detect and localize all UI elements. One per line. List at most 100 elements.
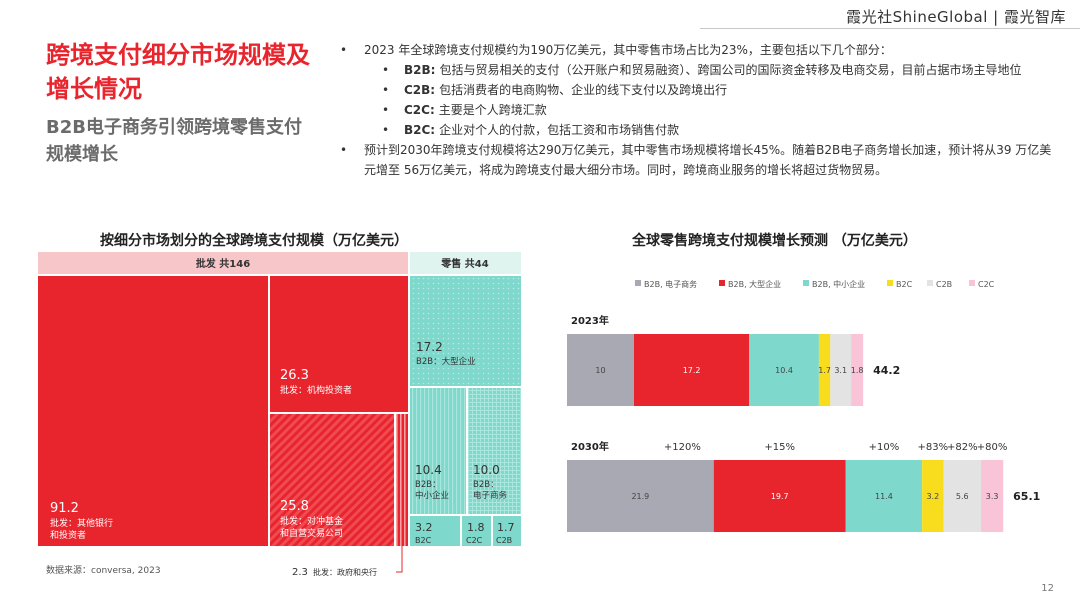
cell-label-line: B2B： (415, 480, 441, 490)
wholesale-header (38, 252, 408, 274)
bar-value-label: 3.2 (926, 492, 939, 501)
bar-value-label: 10 (595, 366, 605, 375)
bar-value-label: 17.2 (683, 366, 701, 375)
cell-b2c (410, 516, 460, 546)
chart-legend: B2B, 电子商务 B2B, 大型企业 B2B, 中小企业 B2C C2B C2C (635, 279, 995, 289)
bar-segment (634, 334, 750, 406)
cell-c2b (493, 516, 521, 546)
legend-swatch (969, 280, 975, 286)
sub-bullet-text: 企业对个人的付款，包括工资和市场销售付款 (439, 123, 680, 137)
callout-value: 2.3 (292, 567, 308, 578)
bar-segment (943, 460, 982, 532)
sub-bullet-c2b: C2B:包括消费者的电商购物、企业的线下支付以及跨境出行 (338, 80, 1060, 100)
cell-hedge-funds (270, 414, 394, 546)
legend-label: B2B, 大型企业 (728, 279, 781, 289)
treemap-title: 按细分市场划分的全球跨境支付规模（万亿美元） (100, 233, 408, 249)
chart-bars: 2023年 10 17.2 10.4 1.7 3.1 1.8 44.2 2030年 21.9 +12… (567, 314, 1040, 532)
cell-label-line: 和投资者 (50, 529, 86, 541)
cell-value: 26.3 (280, 368, 309, 383)
cell-institutional (270, 276, 408, 412)
sub-bullet-key: C2B: (404, 83, 436, 97)
category-label: 2023年 (571, 314, 609, 327)
sub-bullet-b2b: B2B:包括与贸易相关的支付（公开账户和贸易融资）、跨国公司的国际资金转移及电商… (338, 60, 1060, 80)
cell-b2b-ecom (468, 388, 521, 514)
page-number: 12 (1041, 583, 1054, 594)
sub-bullet-c2c: C2C:主要是个人跨境汇款 (338, 100, 1060, 120)
sub-bullet-b2c: B2C:企业对个人的付款，包括工资和市场销售付款 (338, 120, 1060, 140)
bar-total-label: 65.1 (1013, 490, 1040, 503)
bar-segment (845, 460, 923, 532)
wholesale-header-label: 批发 共146 (196, 257, 250, 270)
growth-label: +83% (918, 442, 949, 453)
legend-label: C2B (936, 280, 952, 289)
cell-value: 10.0 (473, 463, 500, 477)
cell-label-line: 电子商务 (473, 490, 508, 501)
bar-segment (818, 334, 831, 406)
growth-label: +120% (664, 442, 701, 453)
legend-swatch (635, 280, 641, 286)
cell-label-line: B2B： (473, 480, 499, 490)
cell-value: 17.2 (416, 340, 443, 354)
bar-total-label: 44.2 (873, 364, 900, 377)
cell-b2b-large (410, 276, 521, 386)
cell-label-line: 和自营交易公司 (280, 527, 343, 539)
cell-label-line: 批发：其他银行 (50, 517, 113, 529)
data-source: 数据来源：conversa, 2023 (46, 566, 161, 576)
cell-label: B2B：大型企业 (416, 356, 476, 367)
bar-value-label: 5.6 (956, 492, 969, 501)
cell-label: B2B：中小企业 (415, 480, 449, 501)
cell-b2b-sme (410, 388, 466, 514)
growth-label: +10% (869, 442, 900, 453)
cell-label-line: 批发：对冲基金 (280, 515, 343, 527)
cell-label: B2C (415, 536, 432, 545)
page-subtitle: B2B电子商务引领跨境零售支付规模增长 (46, 117, 302, 165)
bar-value-label: 10.4 (775, 366, 793, 375)
legend-swatch (927, 280, 933, 286)
page-title: 跨境支付细分市场规模及增长情况 (46, 41, 310, 103)
brand-logo-text: 霞光社ShineGlobal | 霞光智库 (846, 8, 1066, 26)
bar-value-label: 1.7 (818, 366, 831, 375)
bar-segment (830, 334, 852, 406)
cell-value: 1.8 (467, 521, 485, 534)
bar-value-label: 21.9 (631, 492, 649, 501)
callout-label: 批发：政府和央行 (313, 567, 377, 577)
bar-segment (567, 334, 634, 406)
sub-bullet-key: C2C: (404, 103, 435, 117)
bar-segment (713, 460, 846, 532)
summary-bullets: 2023 年全球跨境支付规模约为190万亿美元，其中零售市场占比为23%，主要包… (338, 40, 1060, 180)
bar-value-label: 1.8 (851, 366, 864, 375)
cell-label: C2B (496, 536, 512, 545)
cell-government (396, 414, 408, 546)
bar-segment (567, 460, 714, 532)
cell-other-banks (38, 276, 268, 546)
bar-segment (851, 334, 864, 406)
sub-bullet-text: 包括与贸易相关的支付（公开账户和贸易融资）、跨国公司的国际资金转移及电商交易，目… (439, 63, 1022, 77)
cell-label: 批发：其他银行和投资者 (50, 517, 113, 541)
sub-bullet-key: B2B: (404, 63, 436, 77)
cell-value: 25.8 (280, 499, 309, 514)
legend-swatch (803, 280, 809, 286)
stacked-bar-chart: B2B, 电子商务 B2B, 大型企业 B2B, 中小企业 B2C C2B C2C 202… (567, 279, 1040, 532)
bullet-2030: 预计到2030年跨境支付规模将达290万亿美元，其中零售市场规模将增长45%。随… (338, 140, 1060, 180)
legend-label: B2B, 电子商务 (644, 279, 697, 289)
cell-label: C2C (466, 536, 483, 545)
growth-label: +15% (764, 442, 795, 453)
bar-value-label: 3.1 (834, 366, 847, 375)
cell-value: 3.2 (415, 521, 433, 534)
legend-swatch (719, 280, 725, 286)
cell-label: B2B：电子商务 (473, 480, 508, 501)
cell-label: 批发：机构投资者 (280, 384, 352, 396)
cell-c2c (462, 516, 491, 546)
cell-value: 1.7 (497, 521, 515, 534)
bullet-2023: 2023 年全球跨境支付规模约为190万亿美元，其中零售市场占比为23%，主要包… (338, 40, 1060, 60)
cell-label-line: 中小企业 (415, 490, 449, 501)
legend-label: B2B, 中小企业 (812, 279, 865, 289)
cell-label: 批发：对冲基金和自营交易公司 (280, 515, 343, 539)
legend-label: B2C (896, 280, 913, 289)
legend-label: C2C (978, 280, 995, 289)
sub-bullet-key: B2C: (404, 123, 436, 137)
bar-segment (922, 460, 944, 532)
cell-value: 91.2 (50, 501, 79, 516)
retail-header-label: 零售 共44 (440, 257, 488, 270)
bar-segment (749, 334, 819, 406)
